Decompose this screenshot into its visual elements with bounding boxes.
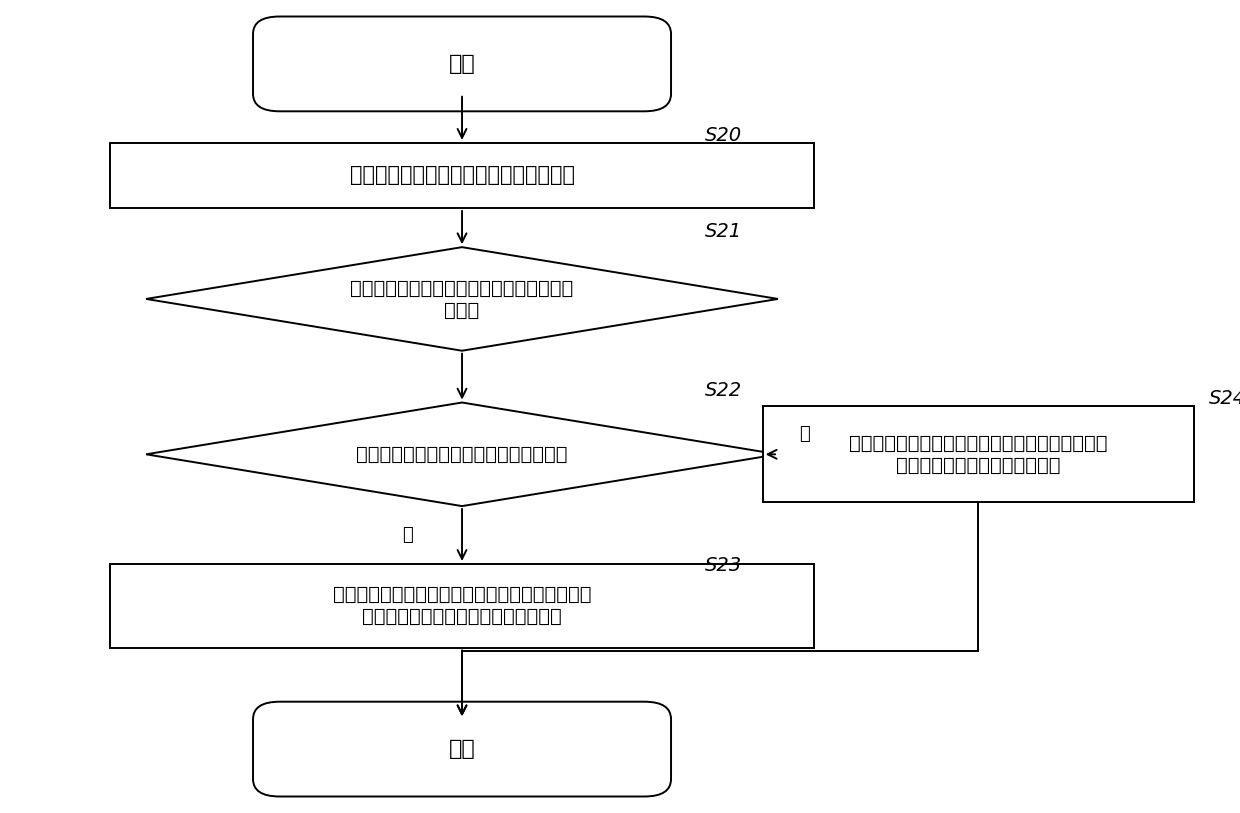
Text: S20: S20 bbox=[706, 126, 743, 145]
Text: 进一步判断该目标是否包括预设的目标物: 进一步判断该目标是否包括预设的目标物 bbox=[356, 445, 568, 463]
Bar bbox=[763, 406, 1194, 502]
Text: S24: S24 bbox=[1209, 389, 1240, 408]
Bar bbox=[109, 143, 815, 208]
Text: 结束: 结束 bbox=[449, 739, 475, 759]
Text: S22: S22 bbox=[706, 381, 743, 400]
Text: 是: 是 bbox=[402, 526, 413, 544]
Text: 开始: 开始 bbox=[449, 54, 475, 74]
Text: 采用预设的图像识别算法判断图像中是否存
在目标: 采用预设的图像识别算法判断图像中是否存 在目标 bbox=[351, 278, 574, 320]
Polygon shape bbox=[146, 247, 777, 350]
Text: 控制无人机以使得目标物位于图像的中央，并提取
图像的位置并显示给无人机的操控人员: 控制无人机以使得目标物位于图像的中央，并提取 图像的位置并显示给无人机的操控人员 bbox=[332, 585, 591, 626]
Text: 否: 否 bbox=[800, 425, 810, 443]
Polygon shape bbox=[146, 402, 777, 506]
FancyBboxPatch shape bbox=[253, 16, 671, 111]
Text: 采用上述测距系统采集无人机周围的图像: 采用上述测距系统采集无人机周围的图像 bbox=[350, 165, 574, 185]
Text: S23: S23 bbox=[706, 556, 743, 576]
Bar bbox=[109, 564, 815, 647]
FancyBboxPatch shape bbox=[253, 702, 671, 797]
Text: 采用测距系统测量无人机与目标之间的距离，控制
所述无人机与目标保持安全距离: 采用测距系统测量无人机与目标之间的距离，控制 所述无人机与目标保持安全距离 bbox=[849, 434, 1107, 475]
Text: S21: S21 bbox=[706, 222, 743, 241]
